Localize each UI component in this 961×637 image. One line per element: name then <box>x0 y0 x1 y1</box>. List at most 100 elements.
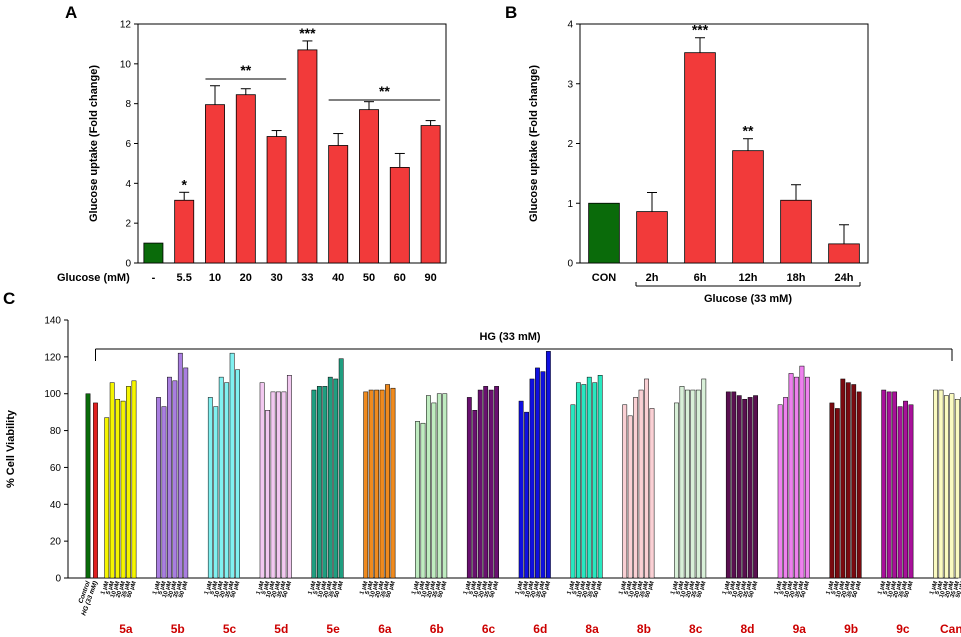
dose-label: 5 μM <box>624 581 634 596</box>
y-tick-label: 4 <box>567 20 573 31</box>
dose-label: 50 μM <box>644 581 655 599</box>
dose-label: 5 μM <box>520 581 530 596</box>
bar-8c <box>685 389 690 579</box>
bar-9a <box>804 376 810 579</box>
bar-6a <box>379 389 385 579</box>
dose-label: 20 μM <box>789 581 800 599</box>
bar-6b <box>431 402 437 579</box>
dose-label: 50 μM <box>282 581 293 599</box>
dose-label: 20 μM <box>219 581 230 599</box>
x-category-label: 40 <box>332 272 344 284</box>
bar-6d <box>545 351 551 579</box>
dose-label: 10 μM <box>214 581 225 599</box>
dose-label: 10 μM <box>110 581 121 599</box>
bar <box>636 211 668 264</box>
bar-8b <box>627 415 633 579</box>
x-axis-label: Glucose (mM) <box>57 272 130 284</box>
bar-5a <box>131 380 137 579</box>
dose-label: 35 μM <box>432 581 443 599</box>
bar-6a <box>385 384 390 579</box>
dose-label: 10 μM <box>524 581 535 599</box>
y-tick-label: 0 <box>55 574 61 585</box>
bar-8d <box>736 395 742 579</box>
bar <box>266 136 287 264</box>
bar-6c <box>488 389 494 579</box>
dose-label: 10 μM <box>939 581 950 599</box>
dose-label: 1 μM <box>774 581 784 596</box>
bar-8b <box>644 378 649 579</box>
dose-label: 35 μM <box>276 581 287 599</box>
y-tick-label: 4 <box>125 179 131 190</box>
group-label: 9c <box>896 622 910 636</box>
bar-Cana <box>954 398 960 579</box>
dose-label: 50 μM <box>489 581 500 599</box>
bar-5e <box>311 389 317 579</box>
group-label: 5b <box>171 622 185 636</box>
dose-label: 5 μM <box>106 581 116 596</box>
bar-8c <box>690 389 696 579</box>
bar-control <box>93 402 98 579</box>
bar-5b <box>172 380 178 579</box>
bar-8c <box>701 378 707 579</box>
bar-5a <box>104 417 110 579</box>
dose-label: 1 μM <box>618 581 628 596</box>
bar <box>732 150 764 264</box>
bar-9c <box>897 406 903 579</box>
dose-label: 35 μM <box>846 581 857 599</box>
bar-9a <box>788 373 794 579</box>
dose-label: 20 μM <box>271 581 282 599</box>
y-axis-label: Glucose uptake (Fold change) <box>88 65 100 222</box>
panel-c-label: C <box>3 289 15 308</box>
bar-Cana <box>944 395 949 579</box>
bar <box>235 94 256 264</box>
bar-9b <box>834 408 840 579</box>
bar-6a <box>374 389 380 579</box>
bar-6d <box>529 378 535 579</box>
bar-5d <box>286 375 292 579</box>
x-category-label: 33 <box>301 272 313 284</box>
dose-label: 1 μM <box>722 581 732 596</box>
x-category-label: 5.5 <box>177 272 192 284</box>
dose-label: 10 μM <box>162 581 173 599</box>
dose-label: 1 μM <box>670 581 680 596</box>
y-tick-label: 120 <box>44 352 61 363</box>
dose-label: 5 μM <box>676 581 686 596</box>
y-tick-label: 0 <box>125 259 131 270</box>
bar-6b <box>426 395 431 579</box>
dose-label: 35 μM <box>380 581 391 599</box>
bar <box>420 125 441 264</box>
y-tick-label: 0 <box>567 259 573 270</box>
bar-5c <box>213 406 219 579</box>
bar-9c <box>892 391 898 579</box>
dose-label: 20 μM <box>841 581 852 599</box>
x-category-label: 24h <box>835 272 854 284</box>
bar-9b <box>845 382 851 579</box>
dose-label: 1 μM <box>100 581 110 596</box>
bar <box>359 109 379 264</box>
dose-label: 20 μM <box>633 581 644 599</box>
dose-label: 10 μM <box>317 581 328 599</box>
significance-marker: *** <box>299 25 316 41</box>
y-tick-label: 40 <box>50 500 62 511</box>
bar <box>205 104 225 264</box>
dose-label: 1 μM <box>566 581 576 596</box>
dose-label: 10 μM <box>576 581 587 599</box>
y-tick-label: 2 <box>125 219 131 230</box>
bar-6b <box>436 393 442 579</box>
y-tick-label: 80 <box>50 426 62 437</box>
significance-marker: ** <box>743 123 754 139</box>
dose-label: 10 μM <box>421 581 432 599</box>
dose-label: 20 μM <box>582 581 593 599</box>
dose-label: 10 μM <box>369 581 380 599</box>
dose-label: 1 μM <box>929 581 939 596</box>
group-label: 8c <box>689 622 703 636</box>
group-label: 8a <box>585 622 599 636</box>
bar-8a <box>592 382 598 579</box>
bracket-label: ** <box>240 62 251 78</box>
bar-5b <box>167 376 172 579</box>
dose-label: 1 μM <box>307 581 317 596</box>
bar-8a <box>581 384 587 579</box>
bar-8a <box>597 375 603 579</box>
dose-label: 5 μM <box>158 581 168 596</box>
